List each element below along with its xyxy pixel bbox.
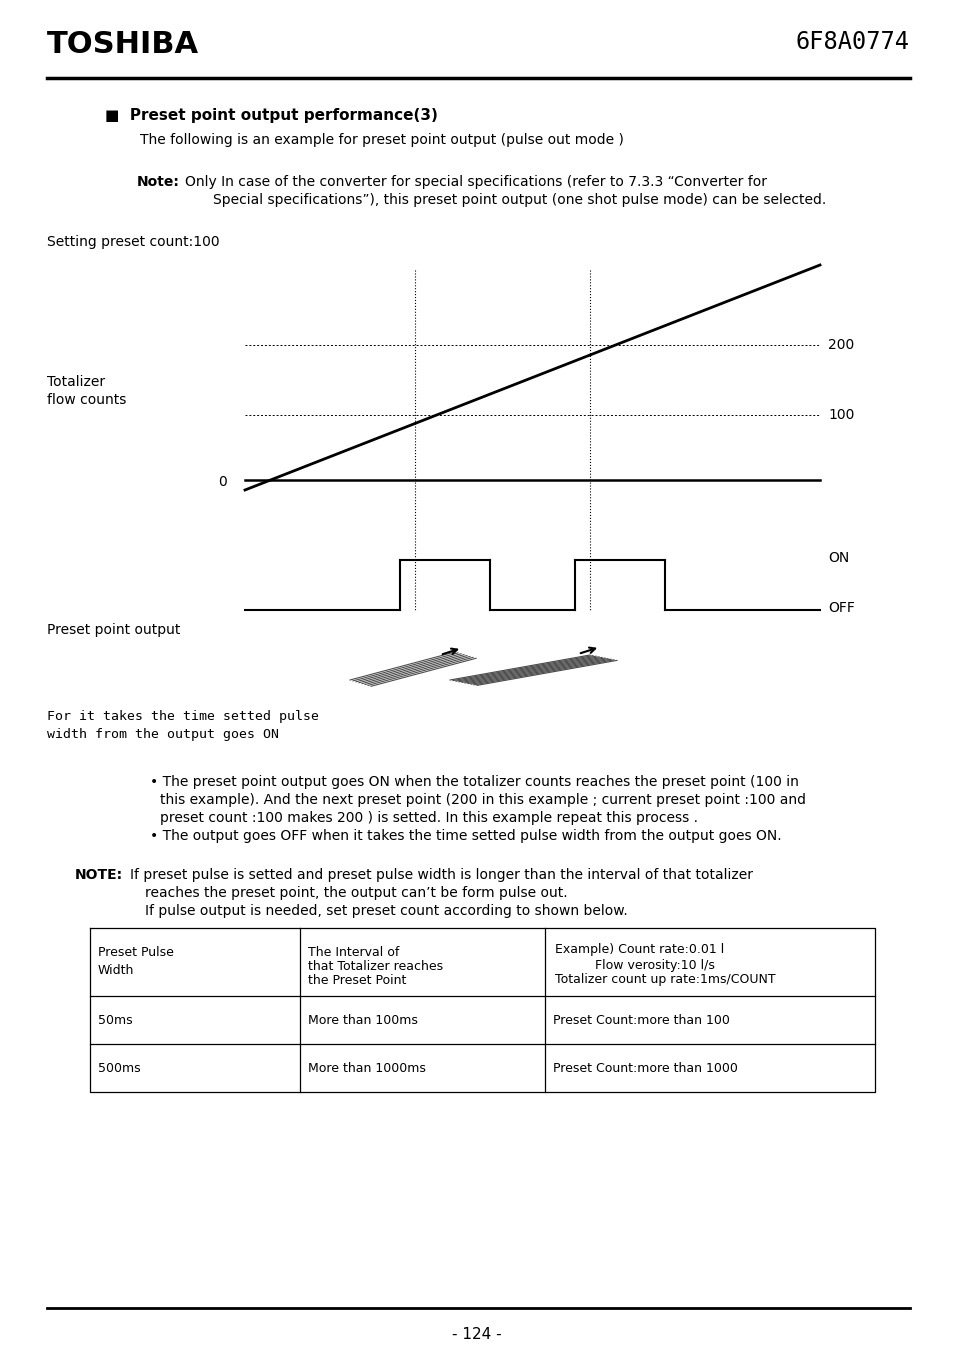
Text: For it takes the time setted pulse: For it takes the time setted pulse <box>47 711 318 723</box>
Text: Note:: Note: <box>137 176 180 189</box>
Text: Example) Count rate:0.01 l: Example) Count rate:0.01 l <box>555 943 723 957</box>
Text: the Preset Point: the Preset Point <box>308 974 406 986</box>
Text: this example). And the next preset point (200 in this example ; current preset p: this example). And the next preset point… <box>160 793 805 807</box>
Text: width from the output goes ON: width from the output goes ON <box>47 728 278 740</box>
Text: More than 1000ms: More than 1000ms <box>308 1062 425 1074</box>
Text: 100: 100 <box>827 408 854 422</box>
Text: 500ms: 500ms <box>98 1062 140 1074</box>
Text: flow counts: flow counts <box>47 393 126 407</box>
Text: Totalizer count up rate:1ms/COUNT: Totalizer count up rate:1ms/COUNT <box>555 974 775 986</box>
Text: TOSHIBA: TOSHIBA <box>47 30 199 59</box>
Text: Preset Pulse: Preset Pulse <box>98 946 173 958</box>
Text: ■  Preset point output performance(3): ■ Preset point output performance(3) <box>105 108 437 123</box>
Text: Special specifications”), this preset point output (one shot pulse mode) can be : Special specifications”), this preset po… <box>213 193 825 207</box>
Text: Preset Count:more than 100: Preset Count:more than 100 <box>553 1013 729 1027</box>
Text: • The preset point output goes ON when the totalizer counts reaches the preset p: • The preset point output goes ON when t… <box>150 775 798 789</box>
Text: ON: ON <box>827 551 848 565</box>
Text: NOTE:: NOTE: <box>75 867 123 882</box>
Text: Preset point output: Preset point output <box>47 623 180 638</box>
Text: The Interval of: The Interval of <box>308 946 399 958</box>
Text: Preset Count:more than 1000: Preset Count:more than 1000 <box>553 1062 737 1074</box>
Text: Setting preset count:100: Setting preset count:100 <box>47 235 219 249</box>
Text: 6F8A0774: 6F8A0774 <box>795 30 909 54</box>
Text: 0: 0 <box>218 476 227 489</box>
Text: More than 100ms: More than 100ms <box>308 1013 417 1027</box>
Text: The following is an example for preset point output (pulse out mode ): The following is an example for preset p… <box>140 132 623 147</box>
Text: Width: Width <box>98 963 134 977</box>
Text: • The output goes OFF when it takes the time setted pulse width from the output : • The output goes OFF when it takes the … <box>150 830 781 843</box>
Text: Flow verosity:10 l/s: Flow verosity:10 l/s <box>595 958 714 971</box>
Text: reaches the preset point, the output can’t be form pulse out.: reaches the preset point, the output can… <box>145 886 567 900</box>
Text: - 124 -: - 124 - <box>452 1327 501 1342</box>
Text: 50ms: 50ms <box>98 1013 132 1027</box>
Text: preset count :100 makes 200 ) is setted. In this example repeat this process .: preset count :100 makes 200 ) is setted.… <box>160 811 698 825</box>
Text: If preset pulse is setted and preset pulse width is longer than the interval of : If preset pulse is setted and preset pul… <box>130 867 752 882</box>
Text: that Totalizer reaches: that Totalizer reaches <box>308 959 442 973</box>
Text: 200: 200 <box>827 338 853 353</box>
Text: Only In case of the converter for special specifications (refer to 7.3.3 “Conver: Only In case of the converter for specia… <box>185 176 766 189</box>
Text: OFF: OFF <box>827 601 854 615</box>
Text: Totalizer: Totalizer <box>47 376 105 389</box>
Text: If pulse output is needed, set preset count according to shown below.: If pulse output is needed, set preset co… <box>145 904 627 917</box>
